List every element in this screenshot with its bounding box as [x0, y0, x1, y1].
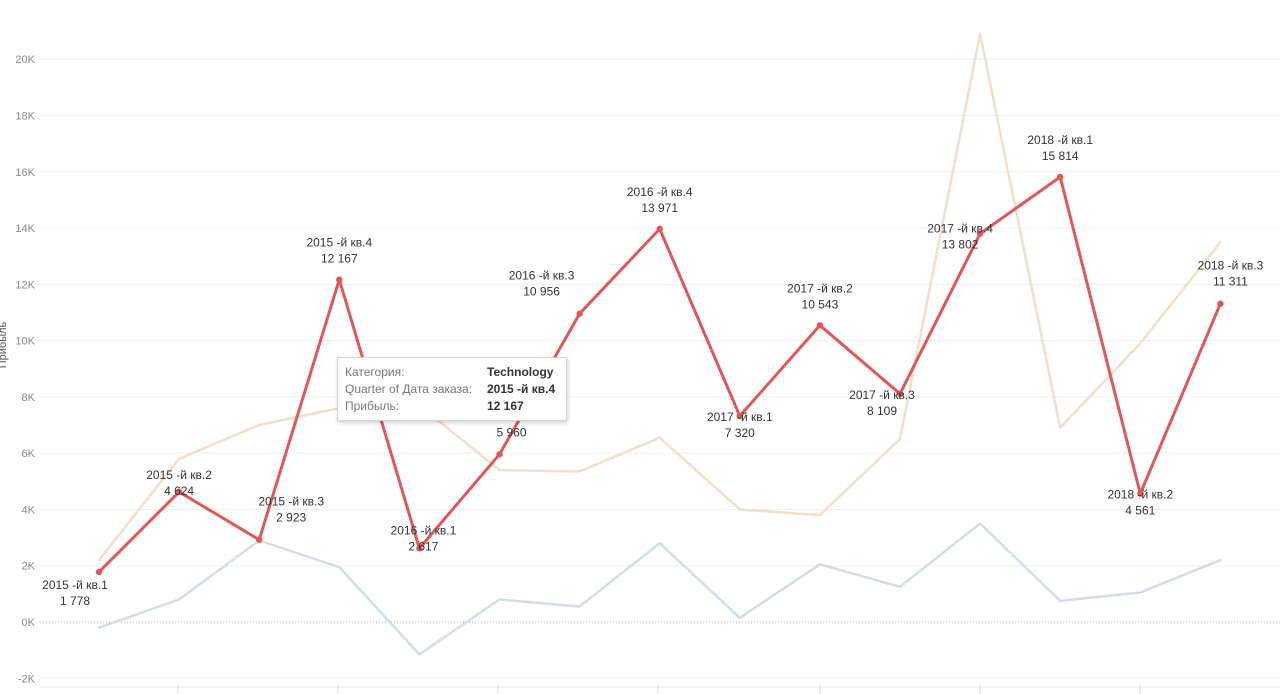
tooltip-category-key: Категория:	[345, 365, 405, 379]
data-label-value: 13 802	[942, 238, 979, 252]
tooltip-category-value: Technology	[487, 365, 554, 379]
y-tick-label: 2K	[22, 561, 36, 573]
data-point[interactable]	[496, 451, 503, 458]
series-lines	[97, 32, 1222, 656]
data-point[interactable]	[336, 276, 343, 283]
tooltip-row-quarter: Quarter of Дата заказа: 2015 -й кв.4	[345, 381, 559, 398]
data-point[interactable]	[416, 545, 423, 552]
series-line-dimmed	[97, 32, 1222, 562]
y-tick-label: 16K	[15, 167, 35, 179]
data-label-category: 2015 -й кв.3	[258, 495, 324, 509]
data-label-value: 8 109	[867, 404, 897, 418]
data-label-value: 15 814	[1042, 149, 1079, 163]
tooltip: Категория: Technology Quarter of Дата за…	[337, 357, 567, 421]
data-label-value: 2 923	[276, 511, 306, 525]
y-tick-label: 20K	[15, 54, 35, 66]
y-tick-label: 10K	[15, 336, 35, 348]
data-point[interactable]	[816, 322, 824, 329]
series-line-technology	[97, 175, 1222, 574]
series-line-dimmed	[97, 522, 1222, 656]
data-label-category: 2017 -й кв.3	[849, 388, 915, 402]
data-point[interactable]	[736, 412, 743, 420]
y-tick-label: 4K	[22, 504, 36, 516]
x-axis-separators	[40, 684, 1280, 694]
tooltip-profit-key: Прибыль:	[345, 399, 400, 413]
data-label-category: 2017 -й кв.1	[707, 410, 773, 424]
data-label-value: 10 543	[802, 297, 839, 311]
data-label-value: 12 167	[321, 252, 358, 266]
data-point[interactable]	[95, 568, 103, 576]
tooltip-row-profit: Прибыль: 12 167	[345, 398, 559, 415]
data-label-category: 2018 -й кв.3	[1198, 259, 1264, 273]
data-point[interactable]	[256, 536, 263, 543]
data-label-value: 11 311	[1213, 275, 1248, 289]
tooltip-quarter-value: 2015 -й кв.4	[487, 382, 556, 396]
data-label-value: 2 617	[408, 539, 438, 553]
data-label-value: 4 624	[164, 484, 194, 498]
data-label-value: 1 778	[60, 594, 90, 608]
data-label-value: 7 320	[725, 426, 755, 440]
data-label-category: 2016 -й кв.3	[509, 269, 575, 283]
data-label-category: 2017 -й кв.4	[927, 222, 993, 236]
y-tick-label: 14K	[15, 223, 35, 235]
data-labels: 2015 -й кв.1 1 778 2015 -й кв.2 4 624 2015 -…	[42, 133, 1263, 608]
data-point[interactable]	[976, 230, 984, 237]
data-point[interactable]	[656, 225, 663, 233]
y-tick-label: 12K	[15, 279, 35, 291]
data-label-category: 2015 -й кв.1	[42, 578, 108, 592]
tooltip-profit-value: 12 167	[487, 399, 524, 413]
tooltip-row-category: Категория: Technology	[345, 364, 559, 381]
y-tick-label: 18K	[15, 110, 35, 122]
data-point[interactable]	[175, 488, 183, 496]
data-label-value: 5 960	[496, 425, 526, 439]
y-tick-label: -2K	[18, 673, 36, 685]
data-point[interactable]	[1057, 173, 1064, 181]
y-axis-ticks: -2K 0K 2K 4K 6K 8K 10K 12K 14K 16K 18K 20K	[15, 54, 35, 685]
data-label-value: 10 956	[523, 285, 560, 299]
data-label-value: 13 971	[641, 201, 678, 215]
data-point[interactable]	[576, 310, 583, 317]
y-axis-title: Прибыль	[0, 321, 9, 368]
tooltip-quarter-key: Quarter of Дата заказа:	[345, 382, 473, 396]
gridlines	[40, 58, 1280, 679]
data-label-category: 2015 -й кв.2	[146, 468, 212, 482]
data-label-category: 2017 -й кв.2	[787, 281, 853, 295]
data-label-category: 2016 -й кв.1	[391, 523, 457, 537]
y-tick-label: 8K	[22, 392, 36, 404]
y-tick-label: 6K	[22, 448, 36, 460]
data-label-category: 2018 -й кв.2	[1107, 488, 1173, 502]
data-point[interactable]	[1217, 300, 1224, 307]
data-label-category: 2015 -й кв.4	[306, 236, 372, 250]
data-point[interactable]	[1137, 490, 1144, 497]
series-points[interactable]	[95, 173, 1224, 576]
y-tick-label: 0K	[22, 617, 36, 629]
data-point[interactable]	[896, 390, 904, 398]
data-label-value: 4 561	[1125, 504, 1155, 518]
data-label-category: 2016 -й кв.4	[627, 185, 693, 199]
data-label-category: 2018 -й кв.1	[1027, 133, 1093, 147]
